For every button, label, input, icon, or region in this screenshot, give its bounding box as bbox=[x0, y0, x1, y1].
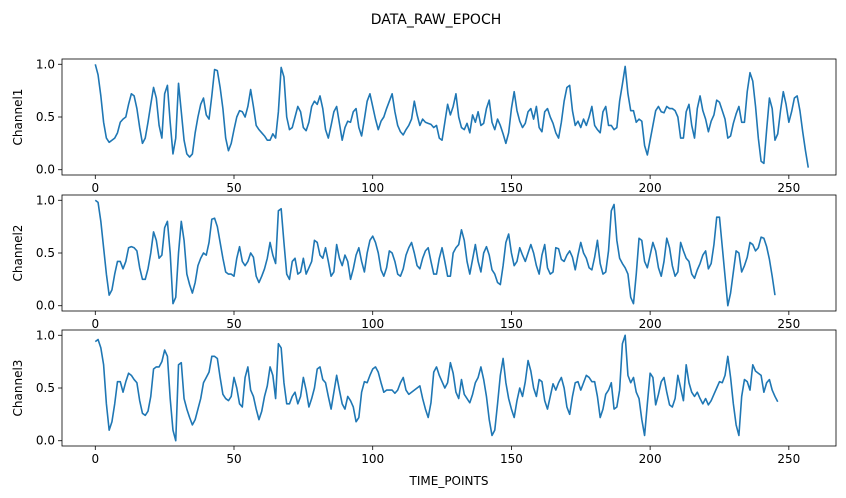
x-tick-label: 50 bbox=[226, 181, 241, 195]
y-axis-label-channel3: Channel3 bbox=[11, 360, 25, 417]
y-tick-label: 1.0 bbox=[36, 193, 55, 207]
x-tick-label: 200 bbox=[639, 317, 662, 331]
series-line-channel3 bbox=[94, 334, 779, 442]
x-tick-label: 150 bbox=[500, 317, 523, 331]
y-tick-label: 0.0 bbox=[36, 434, 55, 448]
y-tick-label: 0.5 bbox=[36, 110, 55, 124]
y-tick-label: 0.0 bbox=[36, 163, 55, 177]
x-tick-label: 200 bbox=[639, 452, 662, 466]
y-tick-label: 1.0 bbox=[36, 328, 55, 342]
x-tick-label: 100 bbox=[361, 452, 384, 466]
x-tick-label: 150 bbox=[500, 452, 523, 466]
y-tick-label: 0.5 bbox=[36, 246, 55, 260]
x-tick-label: 250 bbox=[777, 452, 800, 466]
x-tick-label: 100 bbox=[361, 181, 384, 195]
x-tick-label: 250 bbox=[777, 181, 800, 195]
y-tick-label: 0.0 bbox=[36, 299, 55, 313]
y-tick-label: 1.0 bbox=[36, 57, 55, 71]
chart-title: DATA_RAW_EPOCH bbox=[371, 12, 502, 28]
series-line-channel2 bbox=[94, 199, 776, 307]
x-tick-label: 150 bbox=[500, 181, 523, 195]
series-line-channel1 bbox=[94, 64, 810, 168]
x-tick-label: 0 bbox=[91, 317, 99, 331]
x-tick-label: 100 bbox=[361, 317, 384, 331]
y-tick-label: 0.5 bbox=[36, 381, 55, 395]
y-axis-label-channel2: Channel2 bbox=[11, 225, 25, 282]
x-tick-label: 0 bbox=[91, 181, 99, 195]
x-tick-label: 50 bbox=[226, 452, 241, 466]
x-tick-label: 50 bbox=[226, 317, 241, 331]
axes-frame-1 bbox=[61, 58, 837, 176]
y-axis-label-channel1: Channel1 bbox=[11, 89, 25, 146]
x-tick-label: 250 bbox=[777, 317, 800, 331]
x-tick-label: 200 bbox=[639, 181, 662, 195]
x-tick-label: 0 bbox=[91, 452, 99, 466]
x-axis-label: TIME_POINTS bbox=[409, 474, 489, 488]
